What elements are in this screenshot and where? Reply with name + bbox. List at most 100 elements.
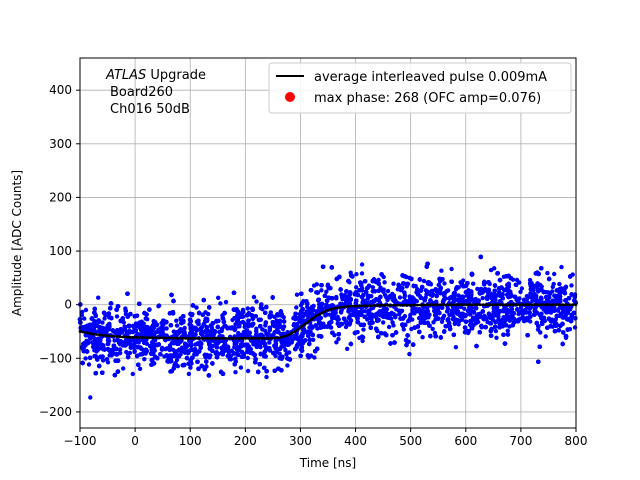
scatter-point bbox=[559, 264, 564, 270]
scatter-point bbox=[386, 324, 392, 330]
scatter-point bbox=[514, 277, 520, 283]
scatter-point bbox=[475, 286, 480, 292]
scatter-point bbox=[497, 289, 502, 295]
scatter-point bbox=[82, 316, 87, 321]
scatter-point bbox=[319, 288, 324, 293]
scatter-point bbox=[329, 319, 334, 325]
scatter-point bbox=[432, 330, 438, 336]
scatter-point bbox=[409, 326, 414, 332]
scatter-point bbox=[245, 306, 250, 311]
scatter-point bbox=[345, 346, 350, 351]
scatter-point bbox=[381, 320, 386, 325]
scatter-point bbox=[550, 284, 555, 290]
scatter-point bbox=[100, 358, 106, 363]
scatter-point bbox=[354, 285, 359, 290]
scatter-point bbox=[283, 347, 288, 353]
axes-background bbox=[80, 58, 576, 428]
scatter-point bbox=[83, 307, 89, 313]
scatter-point bbox=[520, 312, 525, 317]
scatter-point bbox=[535, 327, 541, 332]
scatter-point bbox=[453, 345, 459, 350]
scatter-point bbox=[127, 350, 133, 356]
scatter-point bbox=[442, 329, 447, 334]
scatter-point bbox=[86, 362, 92, 367]
scatter-point bbox=[174, 323, 180, 328]
scatter-point bbox=[545, 270, 550, 276]
scatter-point bbox=[174, 357, 180, 363]
scatter-point bbox=[470, 326, 475, 331]
scatter-point bbox=[488, 267, 494, 273]
scatter-point bbox=[407, 351, 412, 357]
scatter-point bbox=[121, 366, 126, 371]
scatter-point bbox=[439, 319, 445, 324]
scatter-point bbox=[268, 310, 273, 315]
scatter-point bbox=[493, 328, 499, 334]
scatter-point bbox=[218, 301, 223, 306]
scatter-point bbox=[188, 365, 193, 370]
scatter-point bbox=[100, 320, 105, 325]
scatter-point bbox=[254, 328, 259, 334]
scatter-point bbox=[381, 289, 386, 294]
scatter-point bbox=[420, 335, 425, 340]
scatter-point bbox=[117, 347, 123, 352]
scatter-point bbox=[267, 340, 272, 345]
scatter-point bbox=[239, 338, 245, 343]
scatter-point bbox=[264, 374, 269, 380]
scatter-point bbox=[311, 337, 316, 342]
scatter-point bbox=[216, 295, 221, 300]
scatter-point bbox=[360, 338, 365, 344]
scatter-point bbox=[242, 324, 247, 330]
scatter-point bbox=[442, 281, 447, 286]
scatter-point bbox=[156, 303, 162, 308]
scatter-point bbox=[480, 295, 485, 301]
scatter-point bbox=[471, 281, 476, 286]
scatter-point bbox=[245, 355, 250, 361]
scatter-point bbox=[361, 327, 366, 332]
scatter-point bbox=[324, 289, 329, 294]
scatter-point bbox=[492, 283, 498, 288]
scatter-point bbox=[223, 299, 229, 305]
scatter-point bbox=[505, 328, 510, 333]
scatter-point bbox=[294, 292, 300, 297]
scatter-point bbox=[391, 323, 396, 328]
scatter-point bbox=[102, 316, 107, 321]
scatter-point bbox=[391, 281, 396, 286]
scatter-point bbox=[376, 277, 381, 283]
scatter-point bbox=[285, 363, 290, 368]
scatter-point bbox=[143, 316, 148, 321]
scatter-point bbox=[504, 311, 510, 316]
scatter-point bbox=[142, 357, 147, 362]
scatter-point bbox=[328, 325, 334, 330]
scatter-point bbox=[402, 295, 407, 300]
scatter-point bbox=[354, 272, 359, 277]
scatter-point bbox=[359, 271, 365, 276]
scatter-point bbox=[245, 368, 251, 374]
scatter-point bbox=[528, 291, 533, 296]
scatter-point bbox=[251, 294, 257, 300]
scatter-point bbox=[83, 356, 88, 361]
scatter-point bbox=[462, 306, 467, 311]
scatter-point bbox=[194, 305, 199, 310]
scatter-point bbox=[164, 326, 169, 331]
scatter-point bbox=[284, 352, 289, 357]
scatter-point bbox=[305, 304, 310, 310]
scatter-point bbox=[334, 340, 339, 345]
scatter-point bbox=[132, 348, 137, 354]
scatter-point bbox=[402, 290, 407, 295]
scatter-point bbox=[360, 335, 366, 340]
scatter-point bbox=[254, 299, 259, 304]
scatter-point bbox=[336, 336, 341, 342]
scatter-point bbox=[485, 319, 490, 325]
scatter-point bbox=[357, 335, 362, 341]
scatter-point bbox=[233, 370, 238, 375]
scatter-point bbox=[343, 324, 349, 330]
scatter-point bbox=[557, 281, 562, 287]
scatter-point bbox=[186, 371, 192, 377]
scatter-point bbox=[370, 285, 376, 290]
scatter-point bbox=[439, 268, 444, 273]
scatter-point bbox=[421, 278, 427, 284]
scatter-point bbox=[124, 349, 129, 355]
scatter-point bbox=[430, 326, 435, 332]
scatter-point bbox=[408, 312, 413, 318]
